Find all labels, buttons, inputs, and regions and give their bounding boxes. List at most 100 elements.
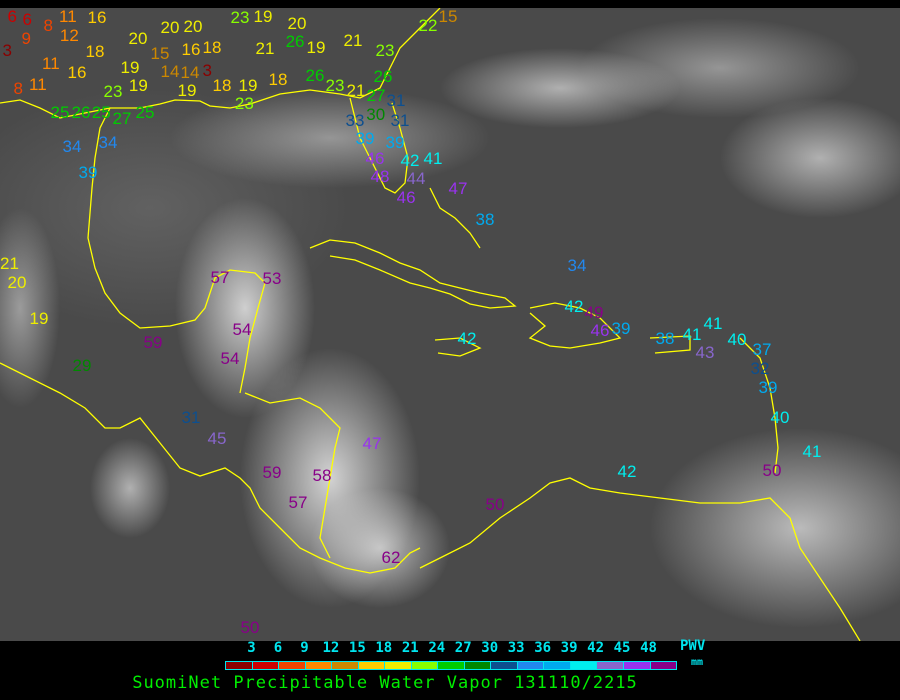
legend-tick-label: 36 — [534, 640, 552, 656]
station-pwv-value: 19 — [238, 75, 258, 95]
station-pwv-value: 40 — [770, 407, 790, 427]
station-pwv-value: 19 — [177, 80, 197, 100]
legend-tick-label: 15 — [348, 640, 366, 656]
color-scale-segment — [385, 662, 412, 669]
station-pwv-value: 50 — [762, 460, 782, 480]
station-pwv-value: 14 — [180, 62, 200, 82]
color-scale-segment — [544, 662, 571, 669]
station-pwv-value: 16 — [181, 39, 201, 59]
station-pwv-value: 19 — [29, 308, 49, 328]
station-pwv-value: 46 — [396, 187, 416, 207]
coastline — [739, 337, 779, 474]
legend-tick-label: 33 — [507, 640, 525, 656]
station-pwv-value: 62 — [381, 547, 401, 567]
station-pwv-value: 22 — [418, 15, 438, 35]
color-scale-segment — [332, 662, 359, 669]
station-pwv-value: 18 — [268, 69, 288, 89]
coastline-group — [0, 8, 861, 641]
station-pwv-value: 42 — [400, 150, 420, 170]
coastlines — [0, 8, 861, 641]
station-pwv-value: 57 — [210, 267, 230, 287]
station-pwv-value: 50 — [485, 494, 505, 514]
station-pwv-value: 53 — [262, 268, 282, 288]
coastline — [349, 97, 409, 194]
station-pwv-value: 58 — [312, 465, 332, 485]
station-pwv-value: 25 — [135, 102, 155, 122]
station-pwv-value: 26 — [285, 32, 305, 51]
station-pwv-value: 42 — [564, 296, 584, 316]
station-pwv-value: 38 — [655, 328, 675, 348]
station-pwv-value: 14 — [160, 61, 180, 81]
legend-tick-label: 48 — [640, 640, 657, 656]
color-scale-segment — [305, 662, 333, 669]
station-pwv-value: 26 — [71, 102, 91, 122]
legend-tick-label: 18 — [375, 640, 393, 656]
station-pwv-value: 15 — [150, 43, 170, 63]
station-pwv-value: 21 — [255, 38, 275, 58]
station-pwv-value: 26 — [373, 66, 393, 86]
station-pwv-value: 18 — [85, 41, 105, 61]
satellite-map: 6 6 8 11 16 3 9 12 18 8 11 11 16 19 19 23 20 15 20 20 16 18 14… — [0, 8, 900, 641]
station-pwv-value: 46 — [365, 148, 385, 168]
station-pwv-value: 25 — [91, 102, 111, 122]
legend-tick-label: 12 — [322, 640, 340, 656]
station-pwv-value: 18 — [212, 75, 232, 95]
station-pwv-value: 54 — [220, 348, 240, 368]
coastline — [244, 392, 341, 559]
map-title: SuomiNet Precipitable Water Vapor 131110… — [132, 673, 638, 693]
station-pwv-value: 11 — [42, 53, 60, 73]
legend-tick-label: 39 — [560, 640, 578, 656]
legend-unit: mm — [691, 657, 704, 668]
station-pwv-value: 57 — [288, 492, 308, 512]
legend-tick-label: 42 — [587, 640, 605, 656]
color-scale-segment — [252, 662, 280, 669]
color-scale-segment — [438, 662, 465, 669]
station-pwv-value: 54 — [232, 319, 252, 339]
station-pwv-value: 19 — [128, 75, 148, 95]
coastline — [309, 239, 517, 309]
color-scale-segment — [464, 662, 492, 669]
station-pwv-value: 23 — [325, 75, 345, 95]
station-pwv-value: 44 — [406, 168, 426, 188]
station-pwv-value: 16 — [67, 62, 87, 82]
station-pwv-value: 47 — [362, 433, 382, 453]
color-scale-segment — [358, 662, 386, 669]
station-pwv-value: 21 — [346, 80, 366, 100]
station-pwv-value: 42 — [457, 328, 477, 348]
legend-tick-label: 9 — [300, 640, 309, 656]
station-pwv-value: 23 — [375, 40, 395, 60]
legend-tick-label: 21 — [401, 640, 419, 656]
color-scale-segment — [491, 662, 518, 669]
legend-tick-label: 3 — [247, 640, 256, 656]
station-pwv-value: 48 — [370, 166, 390, 186]
station-pwv-value: 6 — [7, 8, 17, 26]
station-pwv-value: 41 — [802, 441, 822, 461]
station-pwv-value: 42 — [617, 461, 637, 481]
station-pwv-value: 47 — [448, 178, 468, 198]
legend-tick-label: 24 — [428, 640, 446, 656]
station-pwv-value: 23 — [230, 8, 250, 27]
station-pwv-value: 31 — [390, 110, 410, 130]
station-pwv-value: 21 — [0, 253, 19, 273]
station-pwv-value: 23 — [103, 81, 123, 101]
legend-tick-label: 45 — [613, 640, 631, 656]
station-pwv-value: 26 — [305, 65, 325, 85]
station-pwv-value: 18 — [202, 37, 222, 57]
station-pwv-value: 34 — [567, 255, 587, 275]
station-pwv-value: 15 — [438, 8, 458, 26]
station-pwv-value: 39 — [611, 318, 631, 338]
color-scale-segment — [279, 662, 306, 669]
station-pwv-value: 31 — [181, 407, 201, 427]
station-pwv-value: 8 — [43, 15, 53, 35]
station-pwv-value: 38 — [475, 209, 495, 229]
station-pwv-value: 8 — [13, 78, 23, 98]
station-pwv-value: 29 — [72, 355, 92, 375]
station-pwv-value: 11 — [29, 74, 47, 94]
color-scale-segment — [597, 662, 624, 669]
station-pwv-value: 37 — [752, 339, 772, 359]
station-pwv-value: 20 — [7, 272, 27, 292]
station-pwv-value: 31 — [386, 90, 406, 110]
station-pwv-value: 45 — [207, 428, 227, 448]
legend-unit-label: PWV — [680, 638, 706, 654]
station-pwv-value: 19 — [253, 8, 273, 26]
